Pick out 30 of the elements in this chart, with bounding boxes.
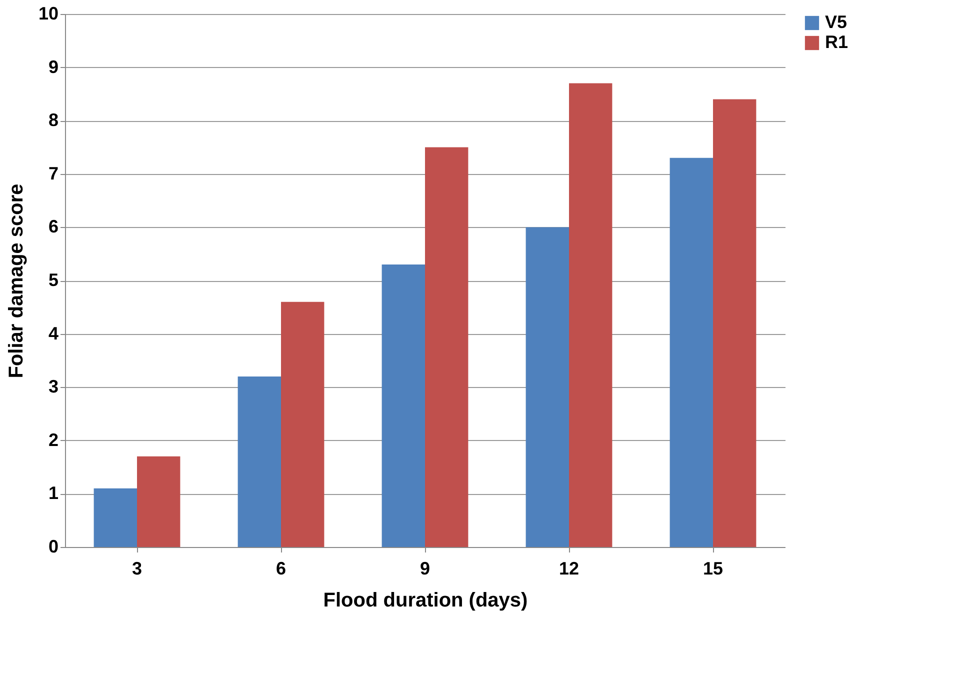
y-tick-label: 0 [48, 536, 58, 556]
bar [94, 488, 137, 547]
bar [425, 147, 468, 547]
x-tick-label: 12 [558, 558, 580, 578]
y-tick-label: 7 [48, 163, 58, 184]
y-tick-label: 10 [38, 4, 58, 24]
bar [281, 302, 324, 547]
y-tick-label: 8 [48, 110, 58, 130]
y-tick-label: 6 [48, 216, 58, 237]
y-tick-label: 4 [48, 323, 58, 344]
y-tick-label: 5 [48, 270, 58, 290]
y-axis-title: Foliar damage score [5, 184, 28, 378]
bar [137, 456, 180, 547]
x-tick-label: 3 [132, 558, 142, 578]
y-tick-label: 2 [48, 430, 58, 450]
bar [526, 227, 569, 547]
x-tick-label: 15 [702, 558, 724, 578]
legend-label: R1 [825, 32, 848, 52]
y-tick-label: 9 [48, 56, 58, 77]
bar [238, 376, 281, 547]
bar [670, 158, 713, 547]
y-tick-label: 1 [48, 483, 58, 504]
x-tick-label: 6 [276, 558, 286, 578]
x-tick-label: 9 [420, 558, 430, 578]
x-axis-title: Flood duration (days) [323, 590, 528, 612]
bar [382, 264, 425, 547]
bar [713, 99, 756, 547]
legend-label: V5 [825, 12, 848, 32]
y-tick-label: 3 [48, 376, 58, 397]
bar [569, 83, 612, 547]
